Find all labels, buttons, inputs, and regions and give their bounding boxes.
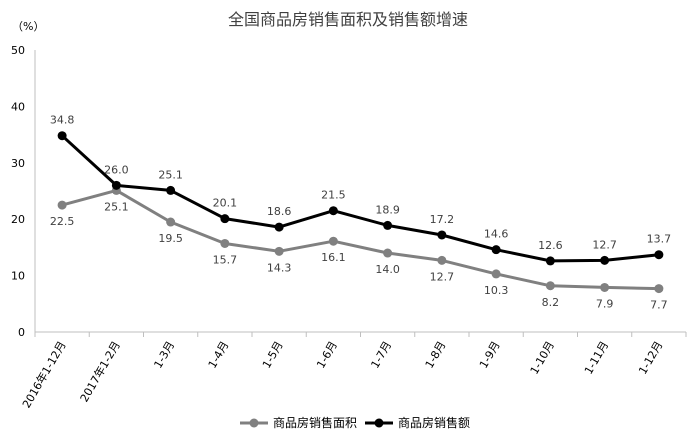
- data-label: 14.6: [484, 228, 509, 241]
- data-point: [328, 236, 338, 246]
- series-line-2: [61, 134, 660, 263]
- data-label: 26.0: [104, 163, 129, 176]
- legend-label: 商品房销售面积: [273, 415, 357, 430]
- x-tick-label: 1-8月: [423, 339, 449, 371]
- x-axis: 2016年1-12月 2017年1-2月 1-3月 1-4月 1-5月 1-6月 1-7月 1…: [19, 331, 687, 411]
- data-point: [220, 214, 230, 224]
- data-point: [545, 256, 555, 266]
- data-label: 7.7: [650, 299, 668, 312]
- data-label: 18.9: [375, 203, 400, 216]
- data-label: 18.6: [267, 205, 292, 218]
- data-label: 13.7: [647, 233, 672, 246]
- y-axis-unit-label: （%）: [12, 20, 44, 33]
- x-tick-label: 1-9月: [477, 339, 503, 371]
- data-point: [437, 230, 447, 240]
- data-point: [491, 269, 501, 279]
- data-point: [274, 222, 284, 232]
- data-point: [166, 217, 176, 227]
- x-tick-label: 2016年1-12月: [19, 339, 69, 411]
- data-point: [111, 180, 121, 190]
- data-label: 19.5: [158, 232, 183, 245]
- legend-swatch-marker: [374, 418, 384, 428]
- x-tick-label: 1-10月: [528, 339, 557, 377]
- data-point: [383, 248, 393, 258]
- series-points: [57, 131, 664, 294]
- data-label: 7.9: [596, 297, 614, 310]
- data-label: 34.8: [50, 114, 75, 127]
- data-point: [654, 284, 664, 294]
- series-lines: [61, 134, 660, 291]
- data-label: 25.1: [104, 200, 129, 213]
- data-point: [437, 255, 447, 265]
- legend: 商品房销售面积 商品房销售额: [240, 415, 470, 430]
- data-label: 15.7: [213, 253, 238, 266]
- data-point: [600, 282, 610, 292]
- data-point: [600, 255, 610, 265]
- y-tick-label: 0: [18, 326, 25, 339]
- data-label: 25.1: [158, 168, 183, 181]
- data-point: [166, 185, 176, 195]
- data-point: [491, 245, 501, 255]
- x-tick-label: 1-11月: [582, 339, 611, 377]
- data-labels: 22.5 25.1 19.5 15.7 14.3 16.1 14.0 12.7 10.3 8.2 7…: [50, 114, 671, 312]
- chart-title: 全国商品房销售面积及销售额增速: [228, 10, 468, 29]
- data-point: [57, 200, 67, 210]
- series-line-1: [61, 188, 659, 291]
- legend-label: 商品房销售额: [398, 415, 470, 430]
- x-tick-label: 1-7月: [368, 339, 394, 371]
- x-tick-label: 1-5月: [260, 339, 286, 371]
- data-label: 14.3: [267, 261, 292, 274]
- data-label: 12.7: [430, 270, 455, 283]
- data-point: [328, 206, 338, 216]
- data-point: [545, 281, 555, 291]
- data-label: 12.7: [592, 238, 617, 251]
- x-tick-label: 1-4月: [206, 339, 232, 371]
- x-tick-label: 2017年1-2月: [77, 339, 123, 405]
- data-point: [57, 131, 67, 141]
- data-label: 16.1: [321, 251, 346, 264]
- y-tick-label: 50: [11, 44, 25, 57]
- y-axis: 0 10 20 30 40 50: [11, 44, 36, 339]
- y-tick-label: 20: [11, 213, 25, 226]
- y-tick-label: 10: [11, 270, 25, 283]
- data-point: [654, 250, 664, 260]
- data-label: 10.3: [484, 284, 509, 297]
- x-tick-label: 1-6月: [314, 339, 340, 371]
- legend-swatch-marker: [249, 418, 259, 428]
- data-label: 12.6: [538, 239, 563, 252]
- data-label: 21.5: [321, 189, 346, 202]
- data-label: 20.1: [213, 197, 238, 210]
- x-tick-label: 1-12月: [636, 339, 665, 377]
- y-tick-label: 40: [11, 100, 25, 113]
- y-tick-label: 30: [11, 157, 25, 170]
- data-point: [274, 246, 284, 256]
- data-label: 14.0: [375, 263, 400, 276]
- data-label: 22.5: [50, 215, 75, 228]
- x-tick-label: 1-3月: [151, 339, 177, 371]
- data-point: [220, 238, 230, 248]
- data-point: [383, 220, 393, 230]
- data-label: 17.2: [430, 213, 455, 226]
- data-label: 8.2: [542, 296, 560, 309]
